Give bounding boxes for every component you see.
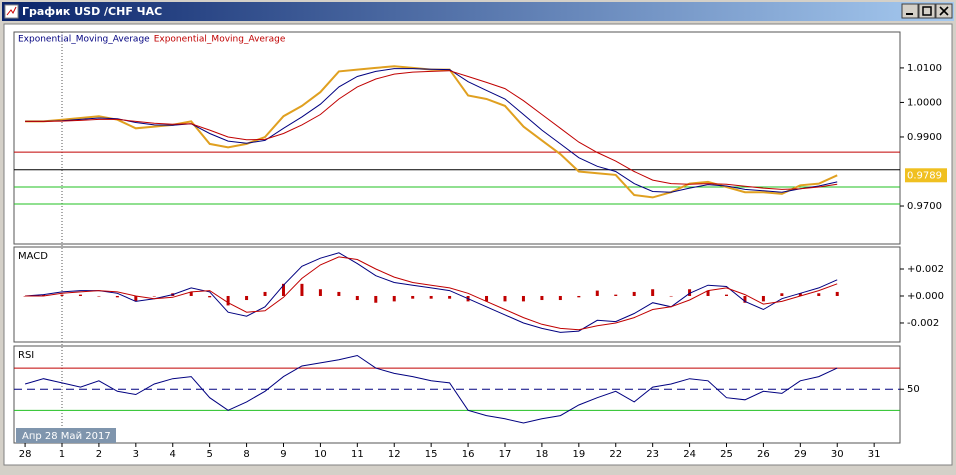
series-line [25, 68, 838, 193]
histogram-bar [485, 295, 489, 302]
histogram-bar [60, 294, 64, 296]
price-tag [905, 168, 947, 183]
minimize-button[interactable] [901, 3, 919, 19]
x-tick-label: 9 [280, 449, 286, 460]
histogram-bar [78, 294, 82, 296]
histogram-bar [208, 295, 212, 298]
histogram-bar [688, 289, 692, 296]
x-tick-label: 31 [868, 449, 881, 460]
y-tick-label: +0.000 [907, 291, 944, 302]
x-tick-label: 16 [462, 449, 475, 460]
histogram-bar [115, 295, 119, 298]
x-tick-label: 10 [314, 449, 327, 460]
series-line [25, 256, 838, 331]
y-tick-label: 0.9900 [907, 132, 942, 143]
x-tick-label: 3 [133, 449, 139, 460]
histogram-bar [651, 289, 655, 296]
histogram-bar [780, 293, 784, 296]
cursor-date-box [16, 428, 116, 443]
x-tick-label: 28 [19, 449, 32, 460]
title-bar [2, 2, 954, 21]
histogram-bar [337, 291, 341, 296]
x-tick-label: 18 [536, 449, 549, 460]
histogram-bar [281, 283, 285, 296]
histogram-bar [23, 295, 27, 297]
histogram-bar [374, 295, 378, 303]
histogram-bar [503, 295, 507, 302]
y-tick-label: -0.002 [907, 318, 939, 329]
cursor-date: Апр 28 Май 2017 [22, 431, 111, 442]
series-line [25, 70, 838, 190]
histogram-bar [632, 291, 636, 296]
x-tick-label: 30 [831, 449, 844, 460]
maximize-glyph [922, 6, 932, 16]
histogram-bar [724, 294, 728, 296]
histogram-bar [521, 295, 525, 302]
x-tick-label: 12 [388, 449, 401, 460]
series-line [25, 252, 838, 333]
panel-title: MACD [18, 251, 48, 262]
x-tick-label: 26 [757, 449, 770, 460]
histogram-bar [448, 295, 452, 299]
histogram-bar [706, 290, 710, 296]
macd-panel [13, 246, 901, 343]
histogram-bar [577, 295, 581, 298]
legend-entry: Exponential_Moving_Average [18, 35, 150, 45]
histogram-bar [669, 295, 673, 297]
histogram-bar [318, 289, 322, 296]
histogram-bar [835, 291, 839, 296]
window-icon-glyph [6, 6, 17, 16]
histogram-bar [134, 295, 138, 302]
x-tick-label: 5 [206, 449, 212, 460]
maximize-button[interactable] [918, 3, 936, 19]
window-title: График USD /CHF ЧАС [22, 5, 162, 18]
histogram-bar [245, 295, 249, 301]
histogram-bar [300, 283, 304, 296]
x-tick-label: 15 [425, 449, 438, 460]
x-tick-label: 23 [646, 449, 659, 460]
histogram-bar [429, 295, 433, 299]
x-tick-label: 4 [170, 449, 176, 460]
histogram-bar [817, 293, 821, 296]
x-tick-label: 25 [720, 449, 733, 460]
x-tick-label: 17 [499, 449, 512, 460]
x-tick-label: 24 [683, 449, 696, 460]
histogram-bar [761, 295, 765, 302]
histogram-bar [558, 295, 562, 301]
y-tick-label: +0.002 [907, 264, 944, 275]
price-panel [13, 31, 901, 245]
histogram-bar [595, 290, 599, 296]
x-tick-label: 2 [96, 449, 102, 460]
x-tick-label: 11 [351, 449, 364, 460]
legend-entry: Exponential_Moving_Average [154, 35, 286, 45]
series-line [24, 354, 838, 424]
close-glyph [939, 6, 949, 16]
histogram-bar [42, 294, 46, 296]
x-tick-label: 8 [243, 449, 249, 460]
histogram-bar [355, 295, 359, 301]
panel-title: RSI [18, 350, 34, 361]
price-tag-label: 0.9789 [907, 170, 942, 181]
histogram-bar [97, 295, 101, 297]
y-tick-label: 50 [907, 384, 920, 395]
histogram-bar [743, 295, 747, 303]
y-tick-label: 1.0100 [907, 63, 942, 74]
x-tick-label: 22 [609, 449, 622, 460]
histogram-bar [392, 295, 396, 302]
y-tick-label: 1.0000 [907, 97, 942, 108]
histogram-bar [411, 295, 415, 299]
x-tick-label: 19 [572, 449, 585, 460]
histogram-bar [263, 291, 267, 296]
histogram-bar [189, 291, 193, 296]
histogram-bar [226, 295, 230, 306]
x-tick-label: 1 [59, 449, 65, 460]
histogram-bar [540, 295, 544, 301]
y-tick-label: 0.9700 [907, 201, 942, 212]
histogram-bar [152, 295, 156, 297]
histogram-bar [614, 294, 618, 296]
x-tick-label: 29 [794, 449, 807, 460]
histogram-bar [798, 293, 802, 296]
